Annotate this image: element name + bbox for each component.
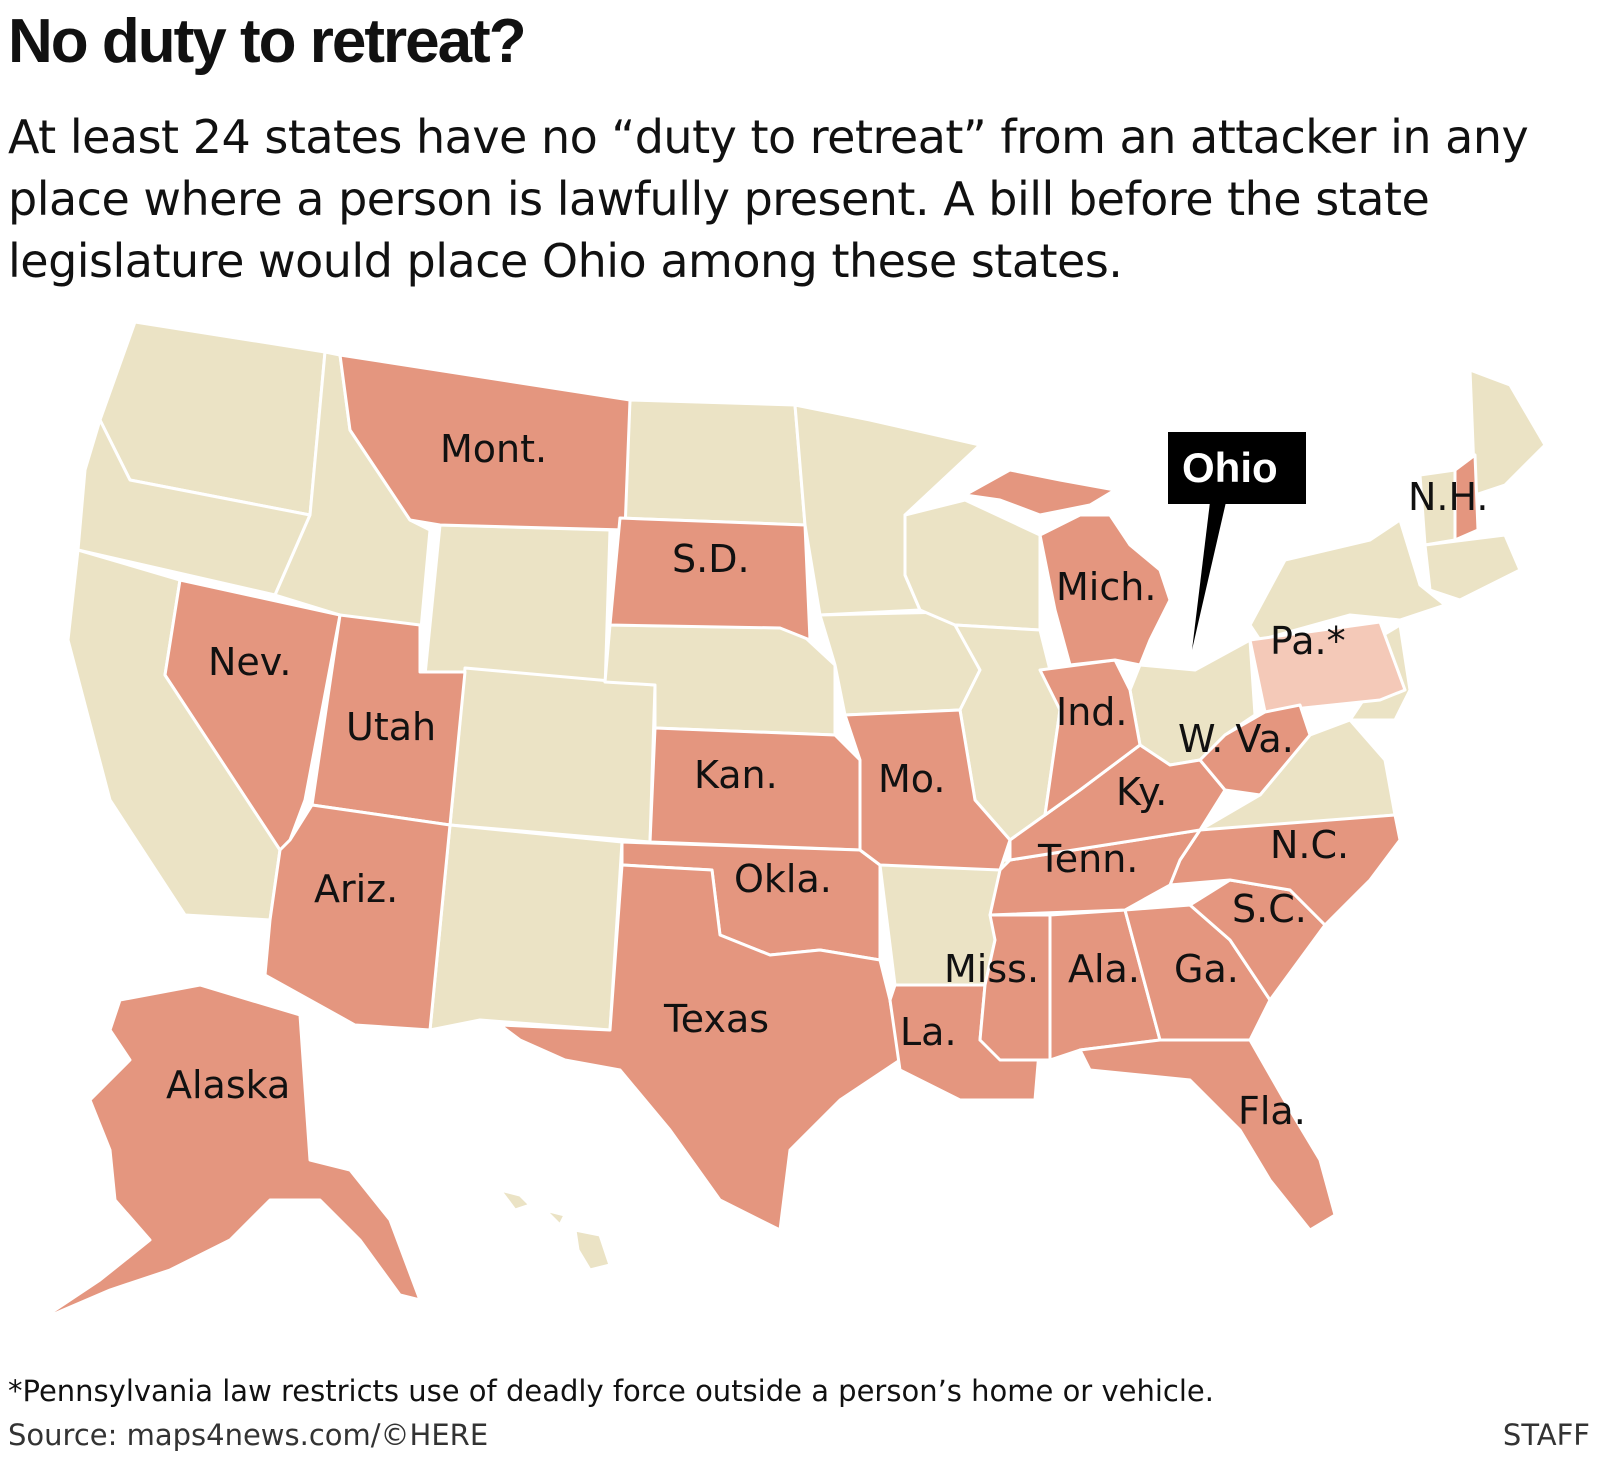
state-new-hampshire <box>1453 453 1480 542</box>
us-states-map: Mont. S.D. Nev. Utah Ariz. Kan. Okla. Te… <box>38 320 1547 1322</box>
state-north-dakota <box>618 398 807 527</box>
label-ala: Ala. <box>1068 947 1140 991</box>
page-subtitle: At least 24 states have no “duty to retr… <box>8 110 1529 288</box>
label-la: La. <box>900 1010 957 1054</box>
state-michigan <box>963 468 1172 667</box>
label-nev: Nev. <box>208 640 291 684</box>
state-new-york <box>1248 518 1447 642</box>
state-arizona <box>263 803 452 1032</box>
state-pennsylvania <box>1248 620 1407 714</box>
state-wyoming <box>423 523 612 692</box>
label-miss: Miss. <box>944 947 1039 991</box>
label-texas: Texas <box>663 997 769 1041</box>
page-title: No duty to retreat? <box>8 7 527 76</box>
label-okla: Okla. <box>734 857 832 901</box>
label-pa: Pa.* <box>1270 619 1346 663</box>
state-indiana <box>1038 658 1142 817</box>
state-alaska <box>38 983 422 1322</box>
credit-line: STAFF <box>1502 1418 1590 1452</box>
ohio-callout-pointer <box>1192 502 1226 650</box>
state-hawaii <box>498 1188 612 1272</box>
label-ind: Ind. <box>1056 690 1128 734</box>
ohio-callout-box <box>1168 432 1306 504</box>
label-mont: Mont. <box>440 427 547 471</box>
label-ky: Ky. <box>1116 770 1167 814</box>
state-colorado <box>448 666 657 844</box>
label-ariz: Ariz. <box>314 867 398 911</box>
label-tenn: Tenn. <box>1037 837 1138 881</box>
state-florida <box>1078 1038 1337 1232</box>
label-wva: W. Va. <box>1178 717 1294 761</box>
state-new-england-south <box>1423 533 1522 602</box>
state-labels: Mont. S.D. Nev. Utah Ariz. Kan. Okla. Te… <box>166 427 1489 1133</box>
source-line: Source: maps4news.com/©HERE <box>8 1418 489 1452</box>
other-states <box>66 320 1547 1272</box>
state-texas <box>498 863 902 1232</box>
label-mich: Mich. <box>1056 565 1156 609</box>
label-sc: S.C. <box>1232 887 1307 931</box>
no-duty-states <box>38 353 1480 1322</box>
label-alaska: Alaska <box>166 1063 290 1107</box>
state-west-virginia <box>1198 703 1312 797</box>
ohio-callout: Ohio <box>1168 432 1306 650</box>
label-ga: Ga. <box>1174 947 1239 991</box>
label-mo: Mo. <box>878 757 945 801</box>
state-wisconsin <box>903 498 1042 632</box>
state-tennessee <box>988 828 1202 917</box>
label-fla: Fla. <box>1238 1089 1306 1133</box>
label-nh: N.H. <box>1408 475 1489 519</box>
label-kan: Kan. <box>694 753 778 797</box>
state-south-dakota <box>608 516 812 642</box>
state-montana <box>338 353 632 532</box>
label-sd: S.D. <box>672 537 750 581</box>
label-nc: N.C. <box>1270 823 1349 867</box>
label-utah: Utah <box>346 705 436 749</box>
state-new-mexico <box>428 823 624 1032</box>
ohio-callout-label: Ohio <box>1182 444 1278 491</box>
footnote: *Pennsylvania law restricts use of deadl… <box>8 1374 1214 1408</box>
